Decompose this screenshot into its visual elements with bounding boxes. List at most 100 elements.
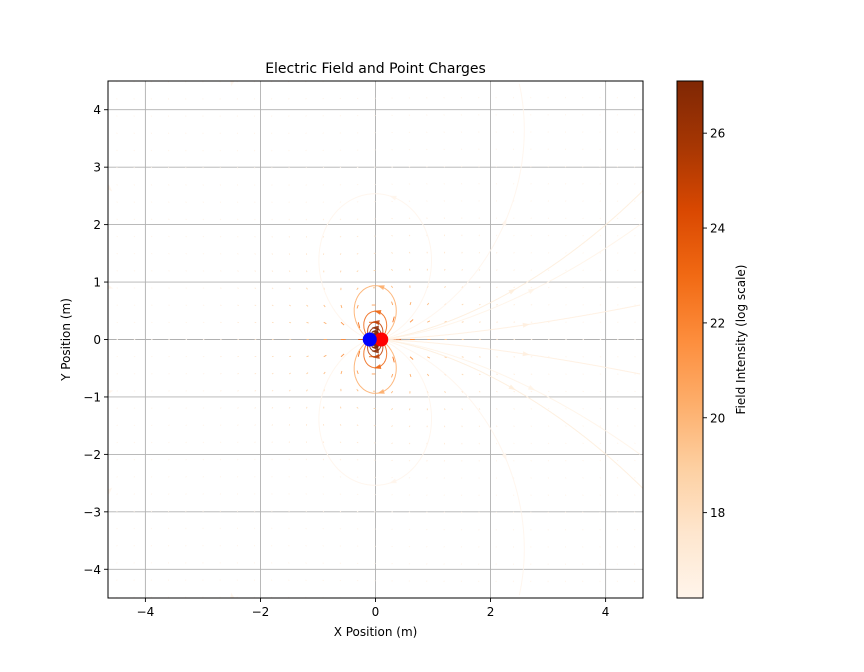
quiver-arrow xyxy=(391,476,393,479)
quiver-arrow xyxy=(565,442,567,445)
quiver-arrow xyxy=(478,286,481,289)
quiver-arrow xyxy=(616,165,619,168)
quiver-arrow xyxy=(133,441,136,444)
quiver-arrow xyxy=(356,287,359,291)
quiver-arrow xyxy=(237,373,239,375)
quiver-arrow xyxy=(478,580,480,583)
quiver-arrow xyxy=(339,218,342,221)
quiver-arrow xyxy=(513,217,515,220)
quiver-arrow xyxy=(530,408,533,410)
quiver-arrow xyxy=(547,269,550,271)
y-tick-label: −2 xyxy=(83,448,101,462)
quiver-arrow xyxy=(547,459,550,462)
quiver-arrow xyxy=(408,166,411,168)
quiver-arrow xyxy=(425,580,428,582)
colorbar xyxy=(676,80,704,599)
quiver-arrow xyxy=(305,132,307,135)
quiver-arrow xyxy=(513,442,515,445)
streamline xyxy=(385,189,643,340)
quiver-arrow xyxy=(254,407,257,409)
quiver-arrow xyxy=(202,184,204,186)
quiver-arrow xyxy=(339,149,342,151)
quiver-arrow xyxy=(288,132,290,135)
quiver-arrow xyxy=(185,441,187,444)
quiver-arrow xyxy=(460,148,463,151)
quiver-arrow xyxy=(133,149,135,152)
streamline xyxy=(363,341,388,369)
quiver-arrow xyxy=(547,234,550,237)
quiver-arrow xyxy=(150,544,153,547)
quiver-arrow xyxy=(547,252,550,254)
quiver-arrow xyxy=(288,372,291,375)
quiver-arrow xyxy=(599,148,601,151)
quiver-arrow xyxy=(478,563,480,565)
quiver-arrow xyxy=(426,459,428,462)
quiver-arrow xyxy=(339,235,342,238)
quiver-arrow xyxy=(460,114,463,116)
quiver-arrow xyxy=(425,563,428,565)
quiver-arrow xyxy=(185,407,188,409)
quiver-arrow xyxy=(634,494,636,496)
quiver-arrow xyxy=(478,373,481,376)
quiver-arrow xyxy=(323,354,327,358)
quiver-arrow xyxy=(599,131,601,133)
quiver-arrow xyxy=(305,510,307,513)
quiver-arrow xyxy=(582,217,584,220)
quiver-arrow xyxy=(564,200,567,202)
quiver-arrow xyxy=(547,442,550,445)
quiver-arrow xyxy=(322,201,325,204)
quiver-arrow xyxy=(478,390,481,393)
streamline-arrow xyxy=(371,348,379,354)
quiver-arrow xyxy=(270,98,273,100)
quiver-arrow xyxy=(599,234,602,237)
colorbar-label: Field Intensity (log scale) xyxy=(734,265,748,415)
quiver-arrow xyxy=(616,494,619,496)
quiver-arrow xyxy=(444,321,447,323)
quiver-arrow xyxy=(150,218,153,221)
quiver-arrow xyxy=(582,148,584,151)
quiver-arrow xyxy=(443,511,445,514)
quiver-arrow xyxy=(185,270,188,272)
quiver-arrow xyxy=(271,424,274,426)
streamline xyxy=(363,310,388,338)
quiver-arrow xyxy=(322,132,325,134)
quiver-arrow xyxy=(339,201,342,203)
y-tick-label: 0 xyxy=(93,333,101,347)
quiver-arrow xyxy=(116,493,118,495)
quiver-arrow xyxy=(219,424,222,426)
quiver-arrow xyxy=(427,320,431,323)
quiver-arrow xyxy=(254,304,257,307)
quiver-arrow xyxy=(408,234,411,237)
quiver-arrow xyxy=(582,494,584,496)
quiver-arrow xyxy=(565,234,567,237)
quiver-arrow xyxy=(271,253,274,255)
quiver-arrow xyxy=(150,458,153,461)
x-tick-label: 0 xyxy=(372,605,380,619)
quiver-arrow xyxy=(599,546,601,548)
quiver-arrow xyxy=(116,235,118,238)
quiver-arrow xyxy=(305,149,307,152)
quiver-arrow xyxy=(633,131,636,133)
streamline-arrow xyxy=(501,453,507,461)
quiver-arrow xyxy=(565,252,567,254)
y-tick-label: 1 xyxy=(93,276,101,290)
quiver-arrow xyxy=(271,406,274,409)
quiver-arrow xyxy=(150,149,153,152)
quiver-arrow xyxy=(356,459,359,461)
quiver-arrow xyxy=(426,183,428,185)
quiver-arrow xyxy=(616,459,619,462)
quiver-arrow xyxy=(547,286,550,289)
streamline-arrow xyxy=(527,384,536,391)
quiver-arrow xyxy=(133,184,136,186)
quiver-arrow xyxy=(547,408,550,410)
quiver-arrow xyxy=(150,132,153,135)
colorbar-tick-label: 18 xyxy=(710,506,725,520)
quiver-arrow xyxy=(219,458,222,461)
x-axis-label: X Position (m) xyxy=(334,625,418,639)
quiver-arrow xyxy=(391,234,393,237)
quiver-arrow xyxy=(461,390,464,393)
quiver-arrow xyxy=(426,302,430,306)
quiver-arrow xyxy=(237,218,239,221)
quiver-arrow xyxy=(322,545,325,547)
quiver-arrow xyxy=(582,269,584,271)
